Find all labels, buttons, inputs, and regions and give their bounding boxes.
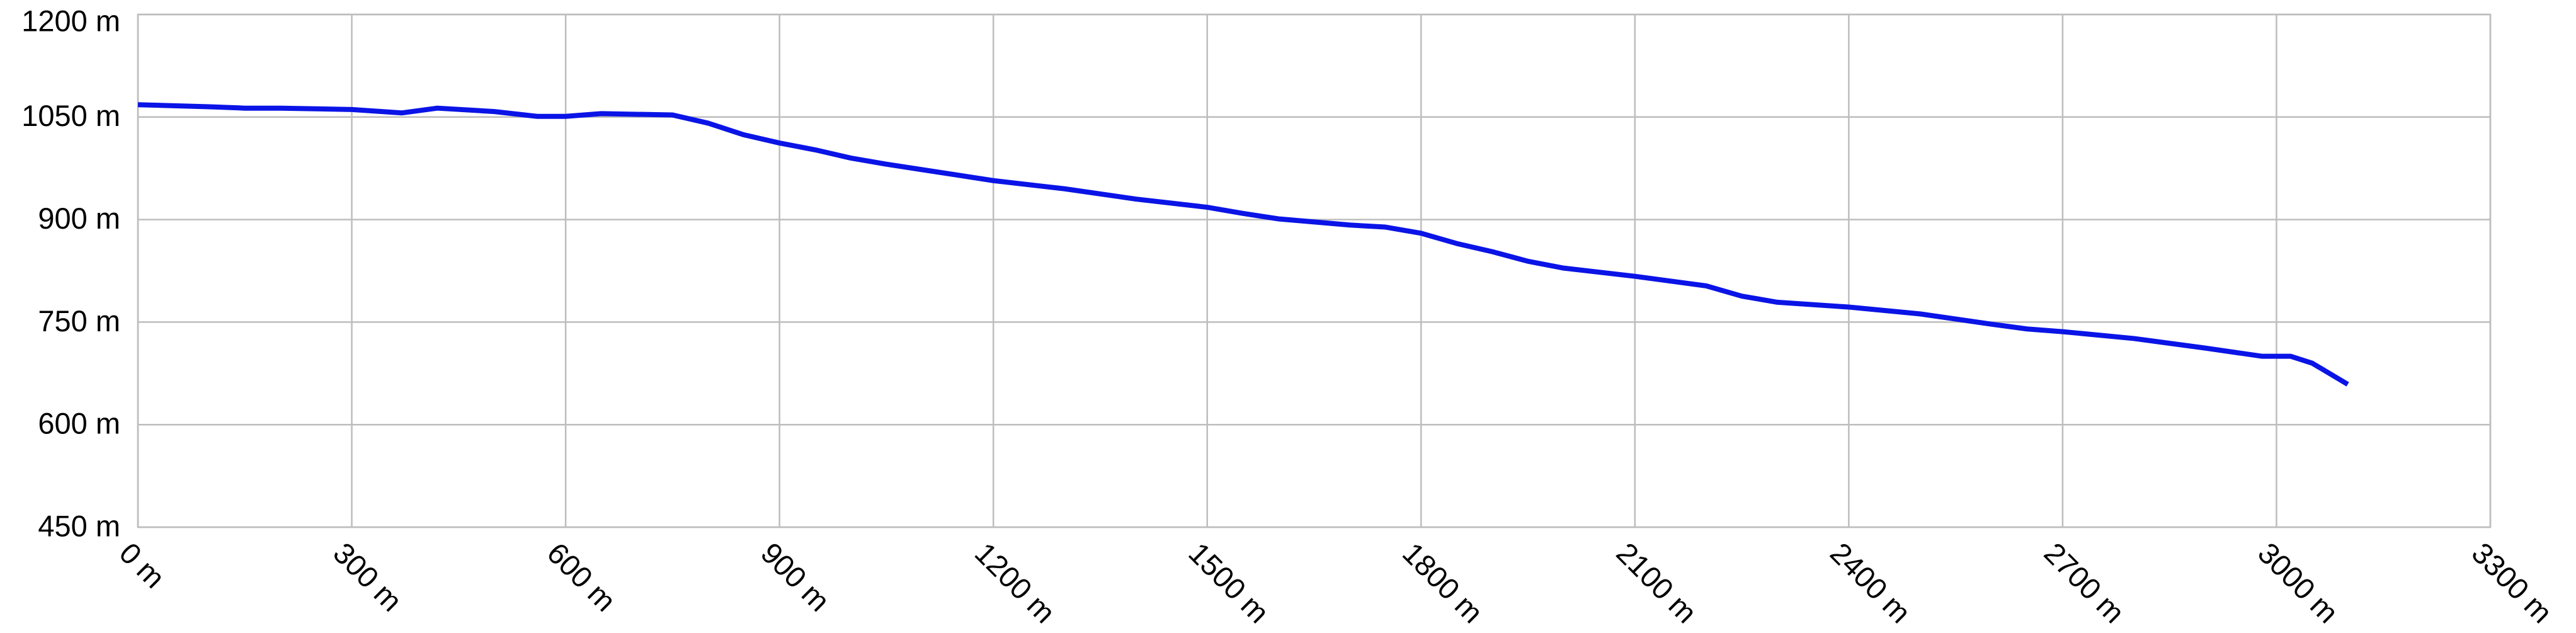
x-tick-label: 1800 m [1396,536,1490,629]
elevation-line [137,102,2349,387]
x-tick-label: 600 m [541,536,623,618]
plot-area [137,13,2492,528]
x-tick-label: 0 m [113,536,172,595]
y-tick-label: 450 m [38,509,120,542]
y-tick-label: 1050 m [21,99,120,132]
x-tick-label: 2400 m [1824,536,1917,629]
x-tick-label: 2100 m [1610,536,1703,629]
y-tick-label: 1200 m [21,4,120,37]
y-tick-label: 600 m [38,407,120,440]
x-tick-label: 3300 m [2466,536,2559,629]
y-tick-label: 750 m [38,304,120,338]
x-tick-label: 300 m [327,536,409,618]
x-tick-label: 1500 m [1182,536,1275,629]
y-tick-label: 900 m [38,202,120,235]
x-tick-label: 900 m [755,536,836,618]
x-tick-label: 1200 m [969,536,1062,629]
x-tick-label: 2700 m [2038,536,2131,629]
x-tick-label: 3000 m [2252,536,2345,629]
